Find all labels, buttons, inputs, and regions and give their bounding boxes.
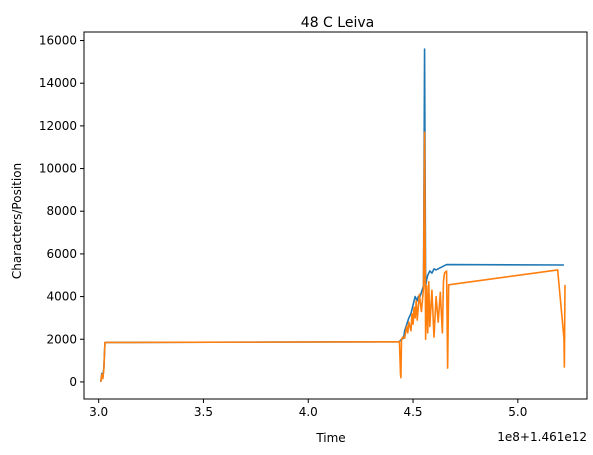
plot-frame xyxy=(83,31,588,400)
plot-area xyxy=(99,48,566,383)
y-tick-label: 16000 xyxy=(39,34,77,48)
chart-title: 48 C Leiva xyxy=(301,15,374,31)
x-axis: 3.0 3.5 4.0 4.5 5.0 xyxy=(89,399,527,419)
y-tick-label: 12000 xyxy=(39,119,77,133)
y-axis-label: Characters/Position xyxy=(10,163,24,279)
y-tick-label: 4000 xyxy=(46,290,77,304)
y-tick-label: 8000 xyxy=(46,204,77,218)
y-axis: 0 2000 4000 6000 8000 10000 12000 14000 16000 xyxy=(39,34,84,389)
x-tick-label: 4.5 xyxy=(403,405,422,419)
x-axis-label: Time xyxy=(315,431,345,445)
x-tick-label: 3.5 xyxy=(194,405,213,419)
y-tick-label: 2000 xyxy=(46,332,77,346)
x-tick-label: 5.0 xyxy=(508,405,527,419)
y-tick-label: 0 xyxy=(69,375,77,389)
series-1-line xyxy=(99,131,566,383)
y-tick-label: 6000 xyxy=(46,247,77,261)
x-tick-label: 3.0 xyxy=(89,405,108,419)
y-tick-label: 10000 xyxy=(39,162,77,176)
x-axis-offset-label: 1e8+1.461e12 xyxy=(497,430,587,444)
y-tick-label: 14000 xyxy=(39,76,77,90)
x-tick-label: 4.0 xyxy=(299,405,318,419)
